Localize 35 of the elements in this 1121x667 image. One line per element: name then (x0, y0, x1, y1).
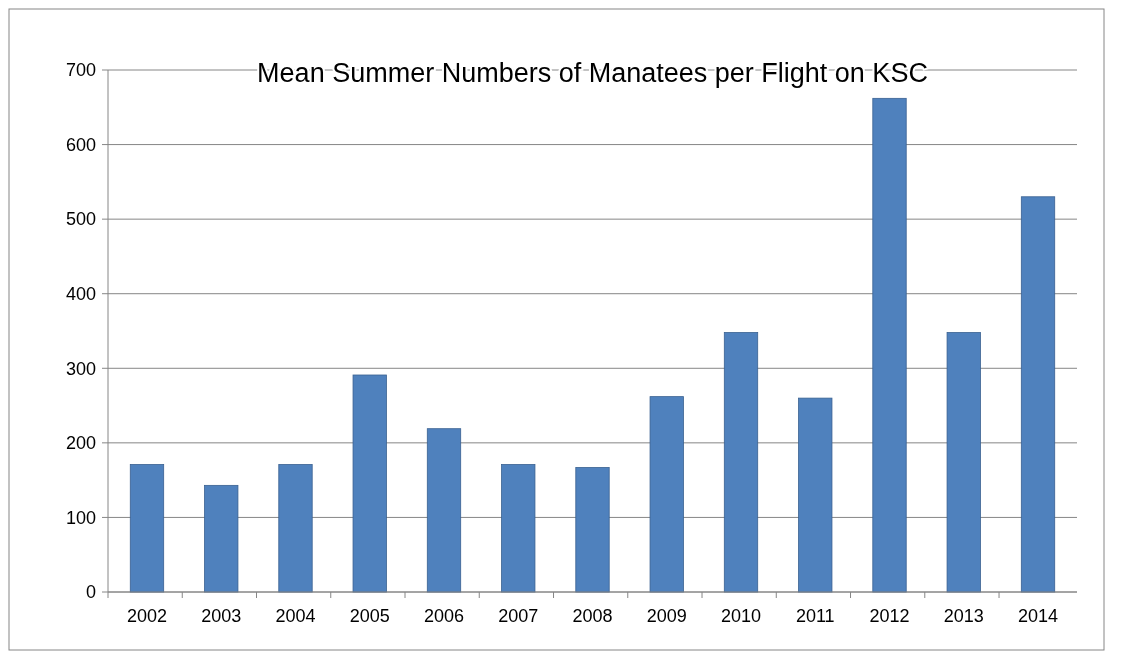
x-tick-label: 2013 (943, 606, 984, 626)
y-tick-label: 100 (65, 507, 96, 528)
y-tick-label: 700 (65, 60, 96, 81)
bar (129, 464, 165, 593)
x-tick-label: 2007 (498, 606, 539, 626)
bar (649, 396, 684, 593)
bar (946, 332, 981, 593)
bar (352, 374, 387, 593)
x-tick-label: 2008 (572, 606, 613, 626)
x-tick-label: 2012 (869, 606, 910, 626)
x-tick-label: 2004 (275, 606, 316, 626)
x-tick-label: 2010 (720, 606, 762, 626)
bar (1020, 196, 1056, 593)
bar (204, 484, 239, 593)
y-tick-label: 200 (65, 433, 96, 454)
y-tick-label: 500 (65, 209, 96, 230)
x-tick-label: 2011 (795, 606, 835, 626)
chart-title: Mean Summer Numbers of Manatees per Flight on KSC (257, 58, 928, 88)
y-tick-label: 0 (85, 582, 96, 603)
x-tick-label: 2009 (646, 606, 687, 626)
y-tick-label: 300 (65, 358, 96, 379)
bar (501, 464, 536, 593)
bar (575, 467, 610, 593)
bar (798, 397, 833, 593)
x-tick-label: 2002 (126, 606, 168, 626)
x-tick-label: 2014 (1017, 606, 1059, 626)
x-tick-label: 2006 (423, 606, 465, 626)
x-tick-label: 2005 (349, 606, 390, 626)
bar (278, 464, 313, 593)
bar (426, 428, 462, 593)
bar (723, 332, 759, 593)
bar (872, 97, 907, 593)
y-tick-label: 400 (65, 284, 96, 305)
y-tick-label: 600 (65, 134, 96, 155)
x-tick-label: 2003 (201, 606, 242, 626)
